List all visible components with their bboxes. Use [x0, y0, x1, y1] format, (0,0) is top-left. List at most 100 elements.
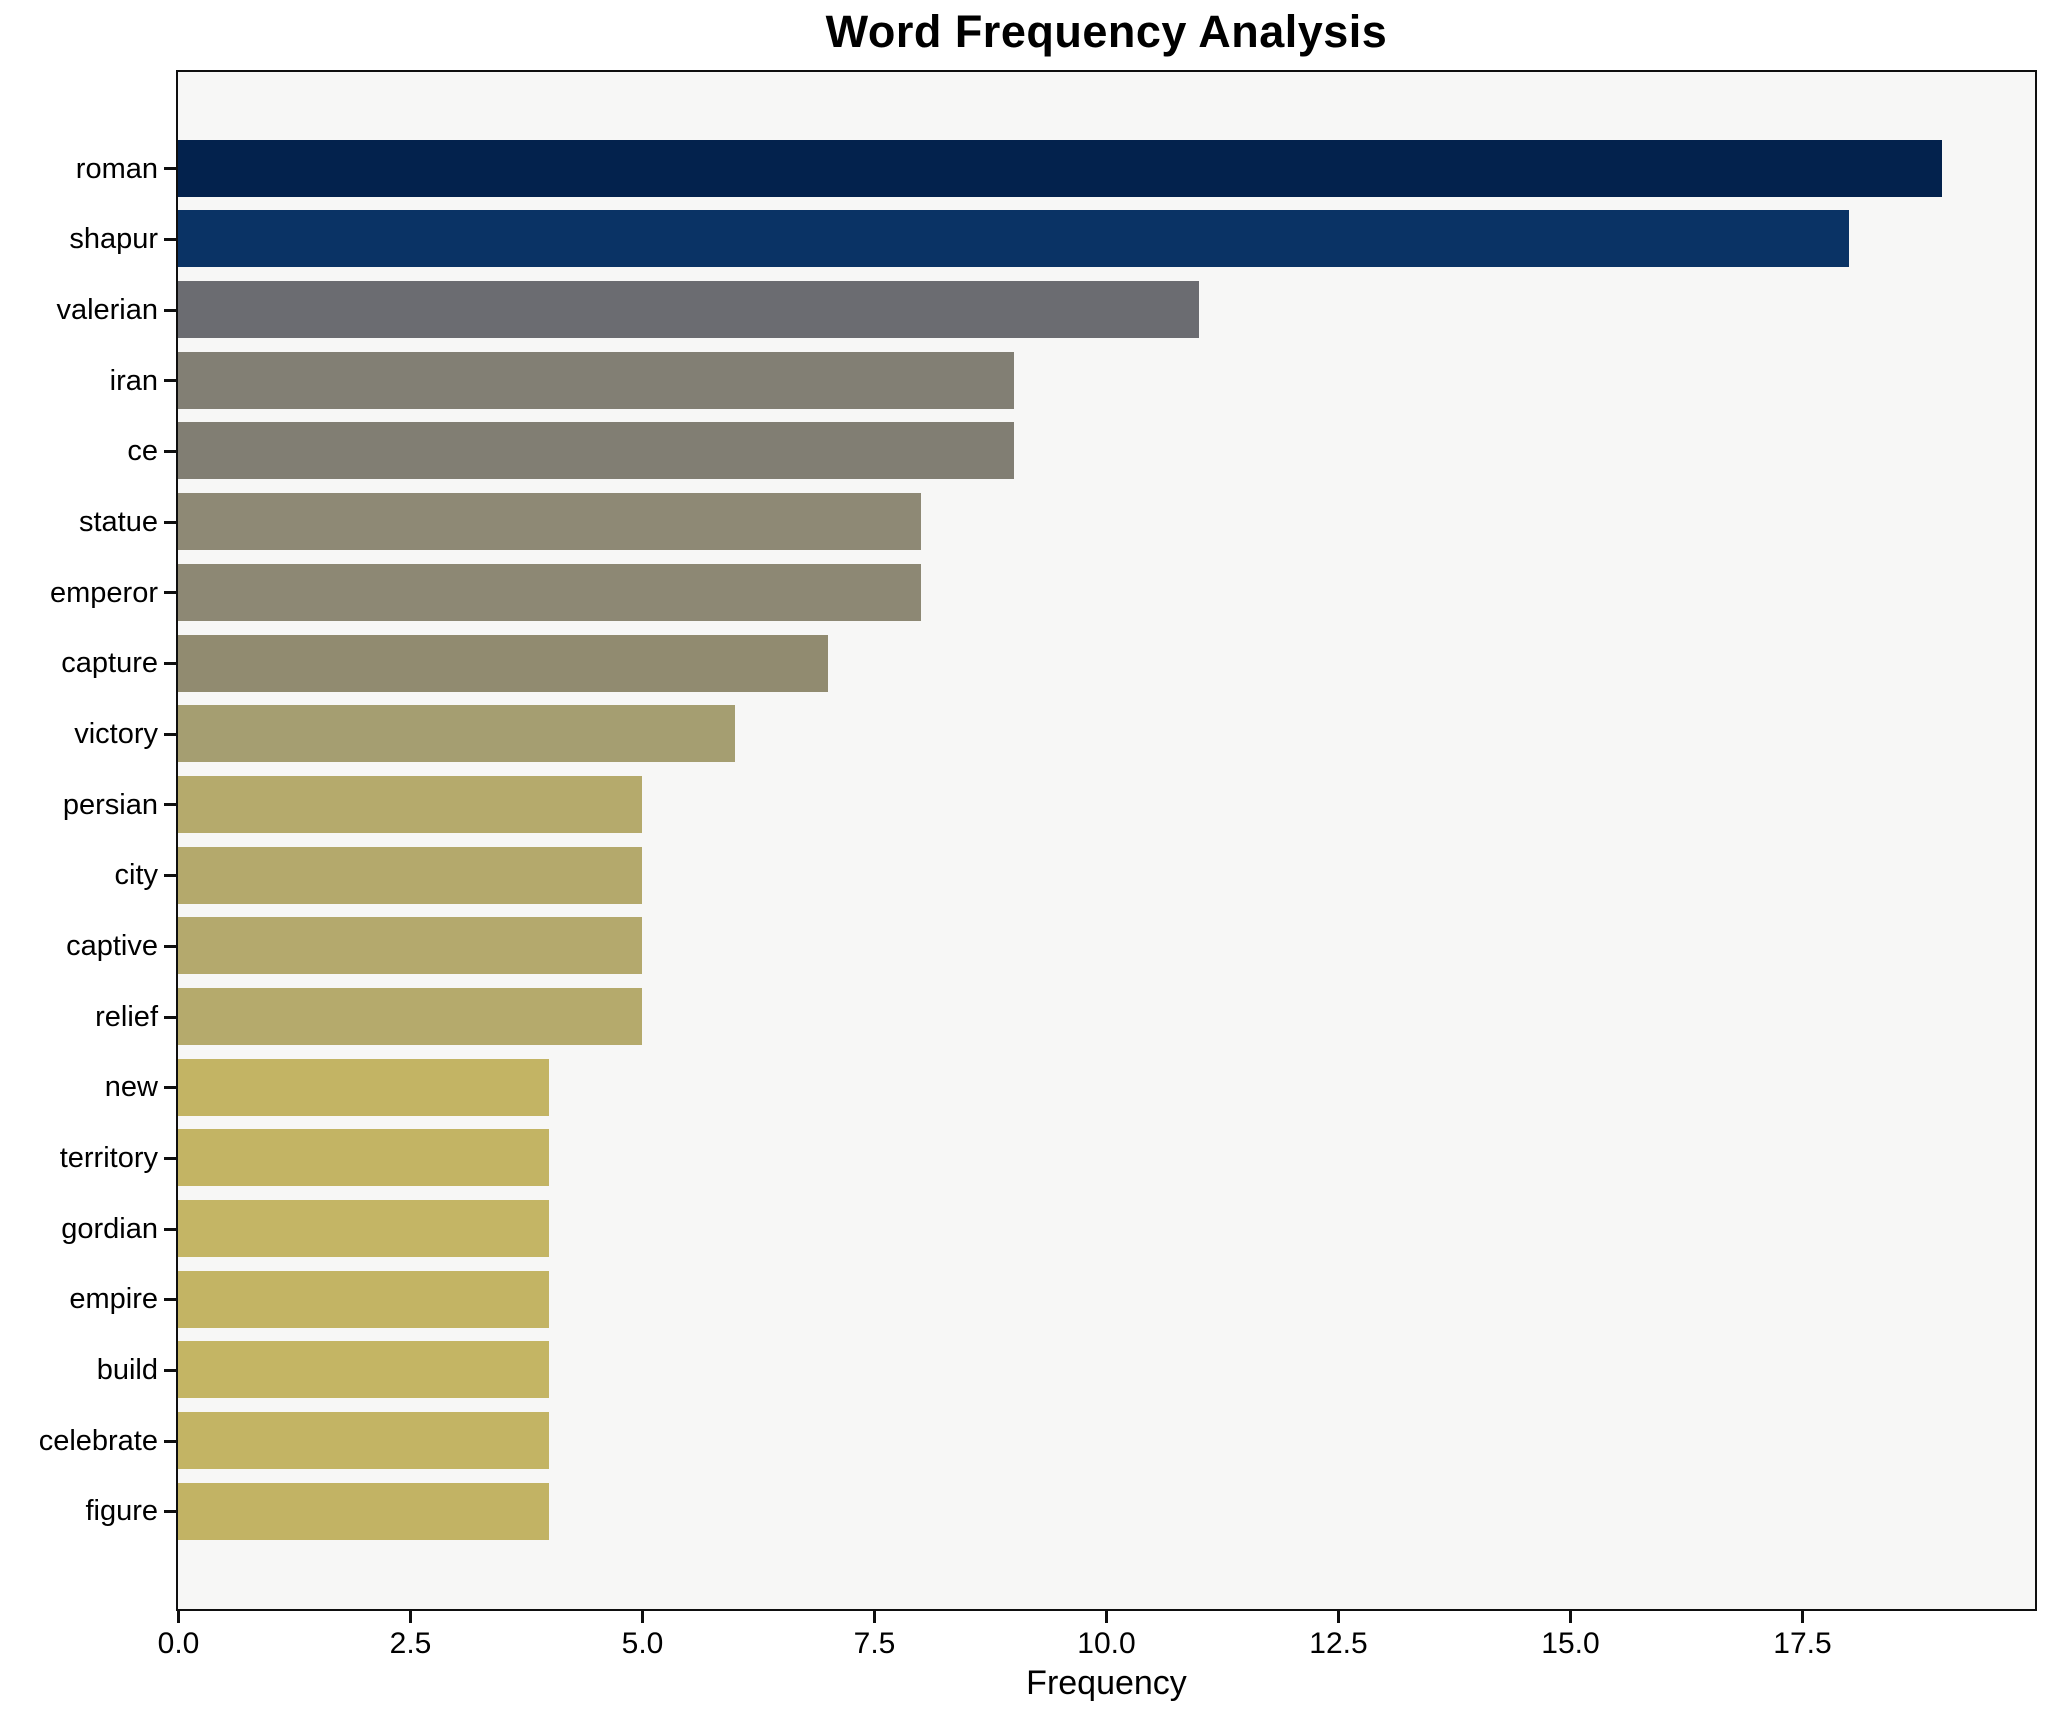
- bar-slot: [178, 840, 2035, 911]
- plot-area: [176, 70, 2037, 1611]
- bar-roman: [178, 139, 1943, 197]
- bar-slot: [178, 557, 2035, 628]
- x-tick-label-5.0: 5.0: [621, 1627, 664, 1660]
- x-tick-mark: [409, 1611, 412, 1623]
- y-tick-mark: [164, 944, 176, 948]
- bar-ce: [178, 422, 1014, 480]
- bar-slot: [178, 1334, 2035, 1405]
- bar-gordian: [178, 1199, 550, 1257]
- chart-title: Word Frequency Analysis: [825, 6, 1388, 57]
- x-tick-mark: [1801, 1611, 1804, 1623]
- bar-slot: [178, 416, 2035, 487]
- bar-figure: [178, 1482, 550, 1540]
- x-tick-mark: [641, 1611, 644, 1623]
- bar-slot: [178, 1476, 2035, 1547]
- y-tick-mark: [164, 1086, 176, 1090]
- x-tick-label-10.0: 10.0: [1077, 1627, 1136, 1660]
- y-label-city: city: [114, 859, 159, 892]
- bar-capture: [178, 634, 828, 692]
- y-label-victory: victory: [74, 717, 158, 750]
- bar-victory: [178, 705, 736, 763]
- bar-empire: [178, 1270, 550, 1328]
- y-label-statue: statue: [79, 505, 158, 538]
- x-axis-title: Frequency: [1026, 1664, 1187, 1702]
- y-label-relief: relief: [95, 1000, 158, 1033]
- x-tick-label-7.5: 7.5: [853, 1627, 896, 1660]
- x-tick-mark: [1105, 1611, 1108, 1623]
- bar-slot: [178, 769, 2035, 840]
- y-label-gordian: gordian: [61, 1212, 158, 1245]
- x-tick-mark: [177, 1611, 180, 1623]
- y-label-emperor: emperor: [50, 576, 158, 609]
- bar-emperor: [178, 563, 921, 621]
- y-tick-mark: [164, 379, 176, 383]
- bar-slot: [178, 1264, 2035, 1335]
- y-tick-mark: [164, 732, 176, 736]
- y-label-captive: captive: [66, 929, 158, 962]
- y-label-empire: empire: [69, 1283, 158, 1316]
- x-tick-label-0.0: 0.0: [157, 1627, 200, 1660]
- x-tick-mark: [873, 1611, 876, 1623]
- y-tick-mark: [164, 1298, 176, 1302]
- y-tick-mark: [164, 662, 176, 666]
- bar-territory: [178, 1129, 550, 1187]
- bar-relief: [178, 987, 643, 1045]
- y-label-territory: territory: [59, 1141, 158, 1174]
- y-tick-mark: [164, 1439, 176, 1443]
- bar-new: [178, 1058, 550, 1116]
- bar-slot: [178, 1052, 2035, 1123]
- x-tick-label-17.5: 17.5: [1773, 1627, 1832, 1660]
- y-tick-mark: [164, 238, 176, 242]
- bar-slot: [178, 1122, 2035, 1193]
- y-label-valerian: valerian: [56, 293, 158, 326]
- bar-slot: [178, 486, 2035, 557]
- x-tick-label-15.0: 15.0: [1541, 1627, 1600, 1660]
- y-label-shapur: shapur: [69, 223, 158, 256]
- bar-slot: [178, 981, 2035, 1052]
- y-label-celebrate: celebrate: [38, 1424, 158, 1457]
- y-label-build: build: [96, 1353, 158, 1386]
- bar-build: [178, 1341, 550, 1399]
- bar-slot: [178, 133, 2035, 204]
- bar-captive: [178, 917, 643, 975]
- y-label-iran: iran: [109, 364, 158, 397]
- x-tick-label-2.5: 2.5: [389, 1627, 432, 1660]
- bar-valerian: [178, 281, 1200, 339]
- y-tick-mark: [164, 874, 176, 878]
- y-axis-labels: roman shapur valerian iran ce statue emperor ca…: [0, 70, 158, 1611]
- y-label-capture: capture: [61, 647, 158, 680]
- bar-slot: [178, 204, 2035, 275]
- y-tick-mark: [164, 167, 176, 171]
- bar-slot: [178, 628, 2035, 699]
- y-label-roman: roman: [75, 152, 158, 185]
- y-label-ce: ce: [127, 435, 158, 468]
- x-tick-label-12.5: 12.5: [1309, 1627, 1368, 1660]
- y-label-persian: persian: [62, 788, 158, 821]
- bar-slot: [178, 1405, 2035, 1476]
- y-tick-mark: [164, 1227, 176, 1231]
- y-label-figure: figure: [85, 1495, 158, 1528]
- x-tick-mark: [1337, 1611, 1340, 1623]
- bar-slot: [178, 1193, 2035, 1264]
- y-tick-mark: [164, 1156, 176, 1160]
- bar-celebrate: [178, 1411, 550, 1469]
- bar-slot: [178, 910, 2035, 981]
- bar-statue: [178, 493, 921, 551]
- y-tick-mark: [164, 1510, 176, 1514]
- y-tick-mark: [164, 308, 176, 312]
- bar-iran: [178, 351, 1014, 409]
- bar-slot: [178, 698, 2035, 769]
- y-tick-mark: [164, 803, 176, 807]
- y-tick-mark: [164, 591, 176, 595]
- y-tick-mark: [164, 520, 176, 524]
- bar-city: [178, 846, 643, 904]
- y-tick-mark: [164, 1015, 176, 1019]
- y-label-new: new: [104, 1071, 158, 1104]
- bar-persian: [178, 775, 643, 833]
- y-tick-mark: [164, 450, 176, 454]
- y-tick-mark: [164, 1368, 176, 1372]
- bar-shapur: [178, 210, 1850, 268]
- bar-slot: [178, 274, 2035, 345]
- x-tick-mark: [1569, 1611, 1572, 1623]
